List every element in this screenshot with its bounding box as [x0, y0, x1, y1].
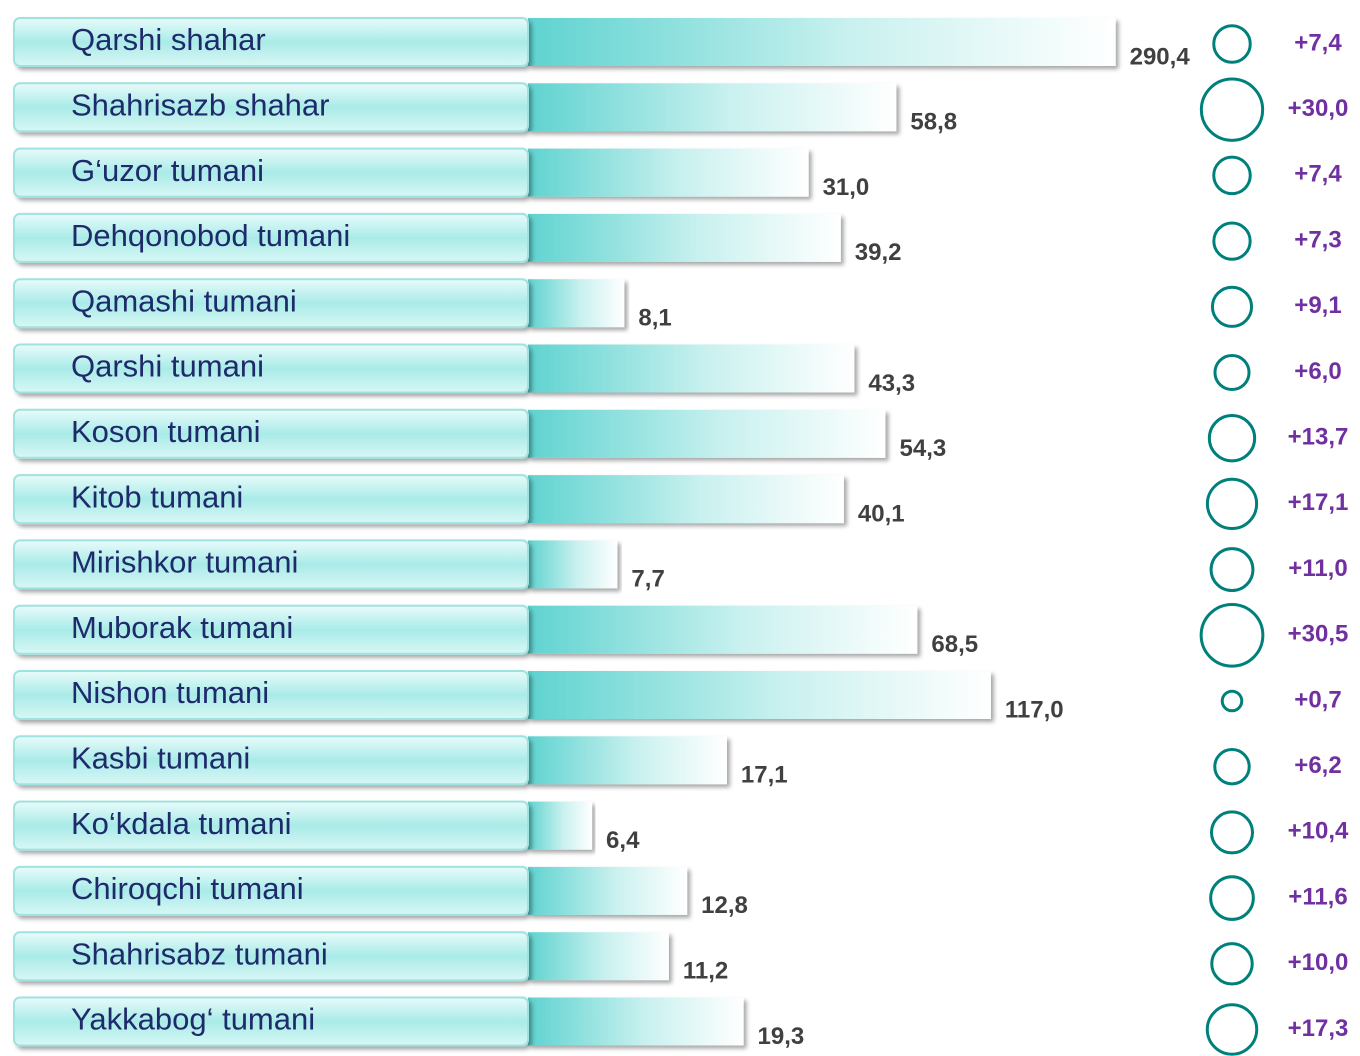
change-circle: [1210, 942, 1254, 986]
change-circle: [1209, 875, 1255, 921]
category-box: [13, 865, 529, 916]
value-label: 290,4: [1130, 43, 1191, 70]
change-circle: [1210, 285, 1254, 328]
change-circle: [1212, 155, 1252, 196]
change-label: +10,4: [1288, 818, 1349, 845]
category-label: Shahrisabz tumani: [71, 936, 328, 971]
change-label: +10,0: [1288, 949, 1349, 976]
value-label: 39,2: [855, 239, 902, 266]
change-circle: [1220, 689, 1244, 713]
change-circle: [1209, 810, 1255, 855]
bar: [528, 997, 744, 1046]
category-box: [13, 343, 529, 394]
change-label: +17,3: [1288, 1015, 1349, 1042]
change-label: +0,7: [1294, 686, 1341, 713]
category-label: Qarshi tumani: [71, 349, 264, 384]
value-label: 54,3: [900, 435, 947, 462]
change-label: +7,4: [1294, 29, 1342, 56]
category-label: Qamashi tumani: [71, 283, 297, 318]
bar: [528, 213, 841, 262]
category-box: [13, 408, 529, 459]
category-box: [13, 147, 529, 198]
bar: [528, 801, 593, 850]
bar: [528, 148, 809, 197]
change-label: +30,5: [1288, 621, 1349, 648]
bar: [528, 736, 727, 785]
category-box: [13, 800, 529, 851]
value-label: 19,3: [758, 1023, 805, 1050]
value-label: 31,0: [823, 174, 870, 201]
category-box: [13, 735, 529, 786]
bar: [528, 671, 991, 719]
change-label: +6,2: [1294, 752, 1341, 779]
category-box: [13, 17, 529, 67]
category-label: Qarshi shahar: [71, 22, 266, 57]
value-label: 8,1: [638, 305, 671, 332]
category-box: [13, 82, 529, 133]
bar: [528, 344, 855, 393]
change-label: +30,0: [1288, 95, 1349, 122]
bar: [528, 540, 618, 589]
value-label: 7,7: [631, 566, 664, 593]
change-label: +13,7: [1288, 424, 1349, 451]
change-label: +11,0: [1288, 555, 1347, 582]
value-label: 6,4: [606, 827, 640, 854]
category-label: Ko‘kdala tumani: [71, 806, 292, 841]
bar: [528, 475, 844, 524]
category-box: [13, 474, 529, 525]
change-label: +7,4: [1294, 161, 1342, 188]
category-box: [13, 539, 529, 590]
value-label: 17,1: [741, 762, 788, 789]
change-circle: [1205, 477, 1259, 531]
category-box: [13, 278, 529, 329]
change-circle: [1199, 77, 1265, 142]
bar: [528, 605, 918, 654]
category-label: Shahrisazb shahar: [71, 87, 330, 122]
category-label: Kasbi tumani: [71, 740, 250, 775]
value-label: 117,0: [1005, 696, 1064, 723]
value-label: 11,2: [683, 958, 728, 985]
category-box: [13, 212, 529, 263]
category-label: Nishon tumani: [71, 675, 269, 710]
change-label: +7,3: [1294, 226, 1341, 253]
category-label: Yakkabog‘ tumani: [71, 1002, 315, 1037]
bar: [528, 932, 669, 981]
value-label: 43,3: [868, 370, 915, 397]
change-circle: [1199, 602, 1265, 668]
change-circle: [1207, 414, 1257, 463]
change-circle: [1205, 1003, 1259, 1056]
change-label: +17,1: [1288, 489, 1349, 516]
category-label: Chiroqchi tumani: [71, 871, 304, 906]
change-circle: [1213, 747, 1251, 786]
bar: [528, 83, 897, 132]
change-circle: [1212, 221, 1252, 261]
change-circle: [1213, 353, 1251, 392]
change-circle: [1212, 24, 1252, 64]
category-label: G‘uzor tumani: [71, 153, 264, 188]
value-label: 68,5: [931, 631, 978, 658]
value-label: 12,8: [701, 892, 748, 919]
value-label: 58,8: [910, 109, 957, 136]
change-circle: [1209, 547, 1255, 593]
value-label: 40,1: [858, 500, 905, 527]
category-label: Dehqonobod tumani: [71, 218, 350, 253]
category-box: [13, 604, 529, 655]
bar: [528, 866, 688, 915]
bar: [528, 279, 625, 328]
change-label: +6,0: [1294, 358, 1341, 385]
category-box: [13, 931, 529, 982]
change-label: +11,6: [1288, 883, 1347, 910]
bar: [528, 18, 1116, 66]
category-label: Koson tumani: [71, 414, 261, 449]
category-box: [13, 670, 529, 720]
bar: [528, 409, 886, 458]
category-box: [13, 996, 529, 1047]
category-label: Kitob tumani: [71, 479, 243, 514]
category-label: Muborak tumani: [71, 610, 293, 645]
category-label: Mirishkor tumani: [71, 545, 298, 580]
change-label: +9,1: [1294, 292, 1341, 319]
